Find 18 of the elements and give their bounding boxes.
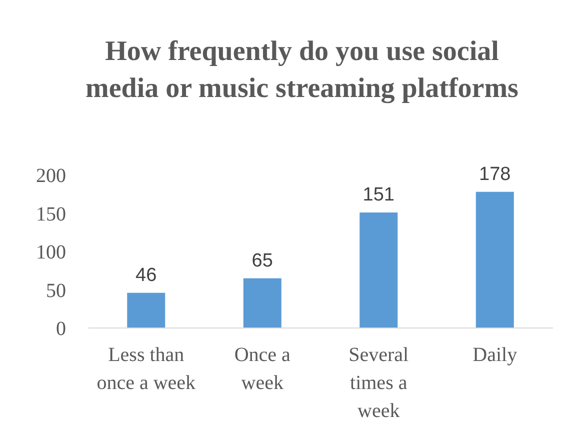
y-tick-label: 50: [46, 280, 66, 302]
y-tick-label: 0: [56, 318, 66, 340]
bar: [243, 278, 282, 328]
x-tick-label: Once a week: [234, 344, 291, 394]
data-label: 65: [252, 250, 273, 272]
y-tick-label: 200: [36, 165, 66, 187]
y-tick-label: 150: [36, 203, 66, 226]
bar: [476, 192, 514, 328]
x-tick-label: Daily: [472, 344, 518, 366]
bar: [127, 292, 166, 328]
data-label: 178: [479, 164, 511, 185]
data-label: 151: [362, 184, 394, 206]
y-tick-label: 100: [36, 242, 66, 264]
x-tick-label: Several times a week: [348, 344, 410, 422]
x-tick-label: Less than once a week: [96, 344, 196, 394]
bar: [360, 212, 398, 328]
chart-title: How frequently do you use social media or music streaming platforms: [86, 36, 519, 104]
data-label: 46: [136, 264, 157, 286]
